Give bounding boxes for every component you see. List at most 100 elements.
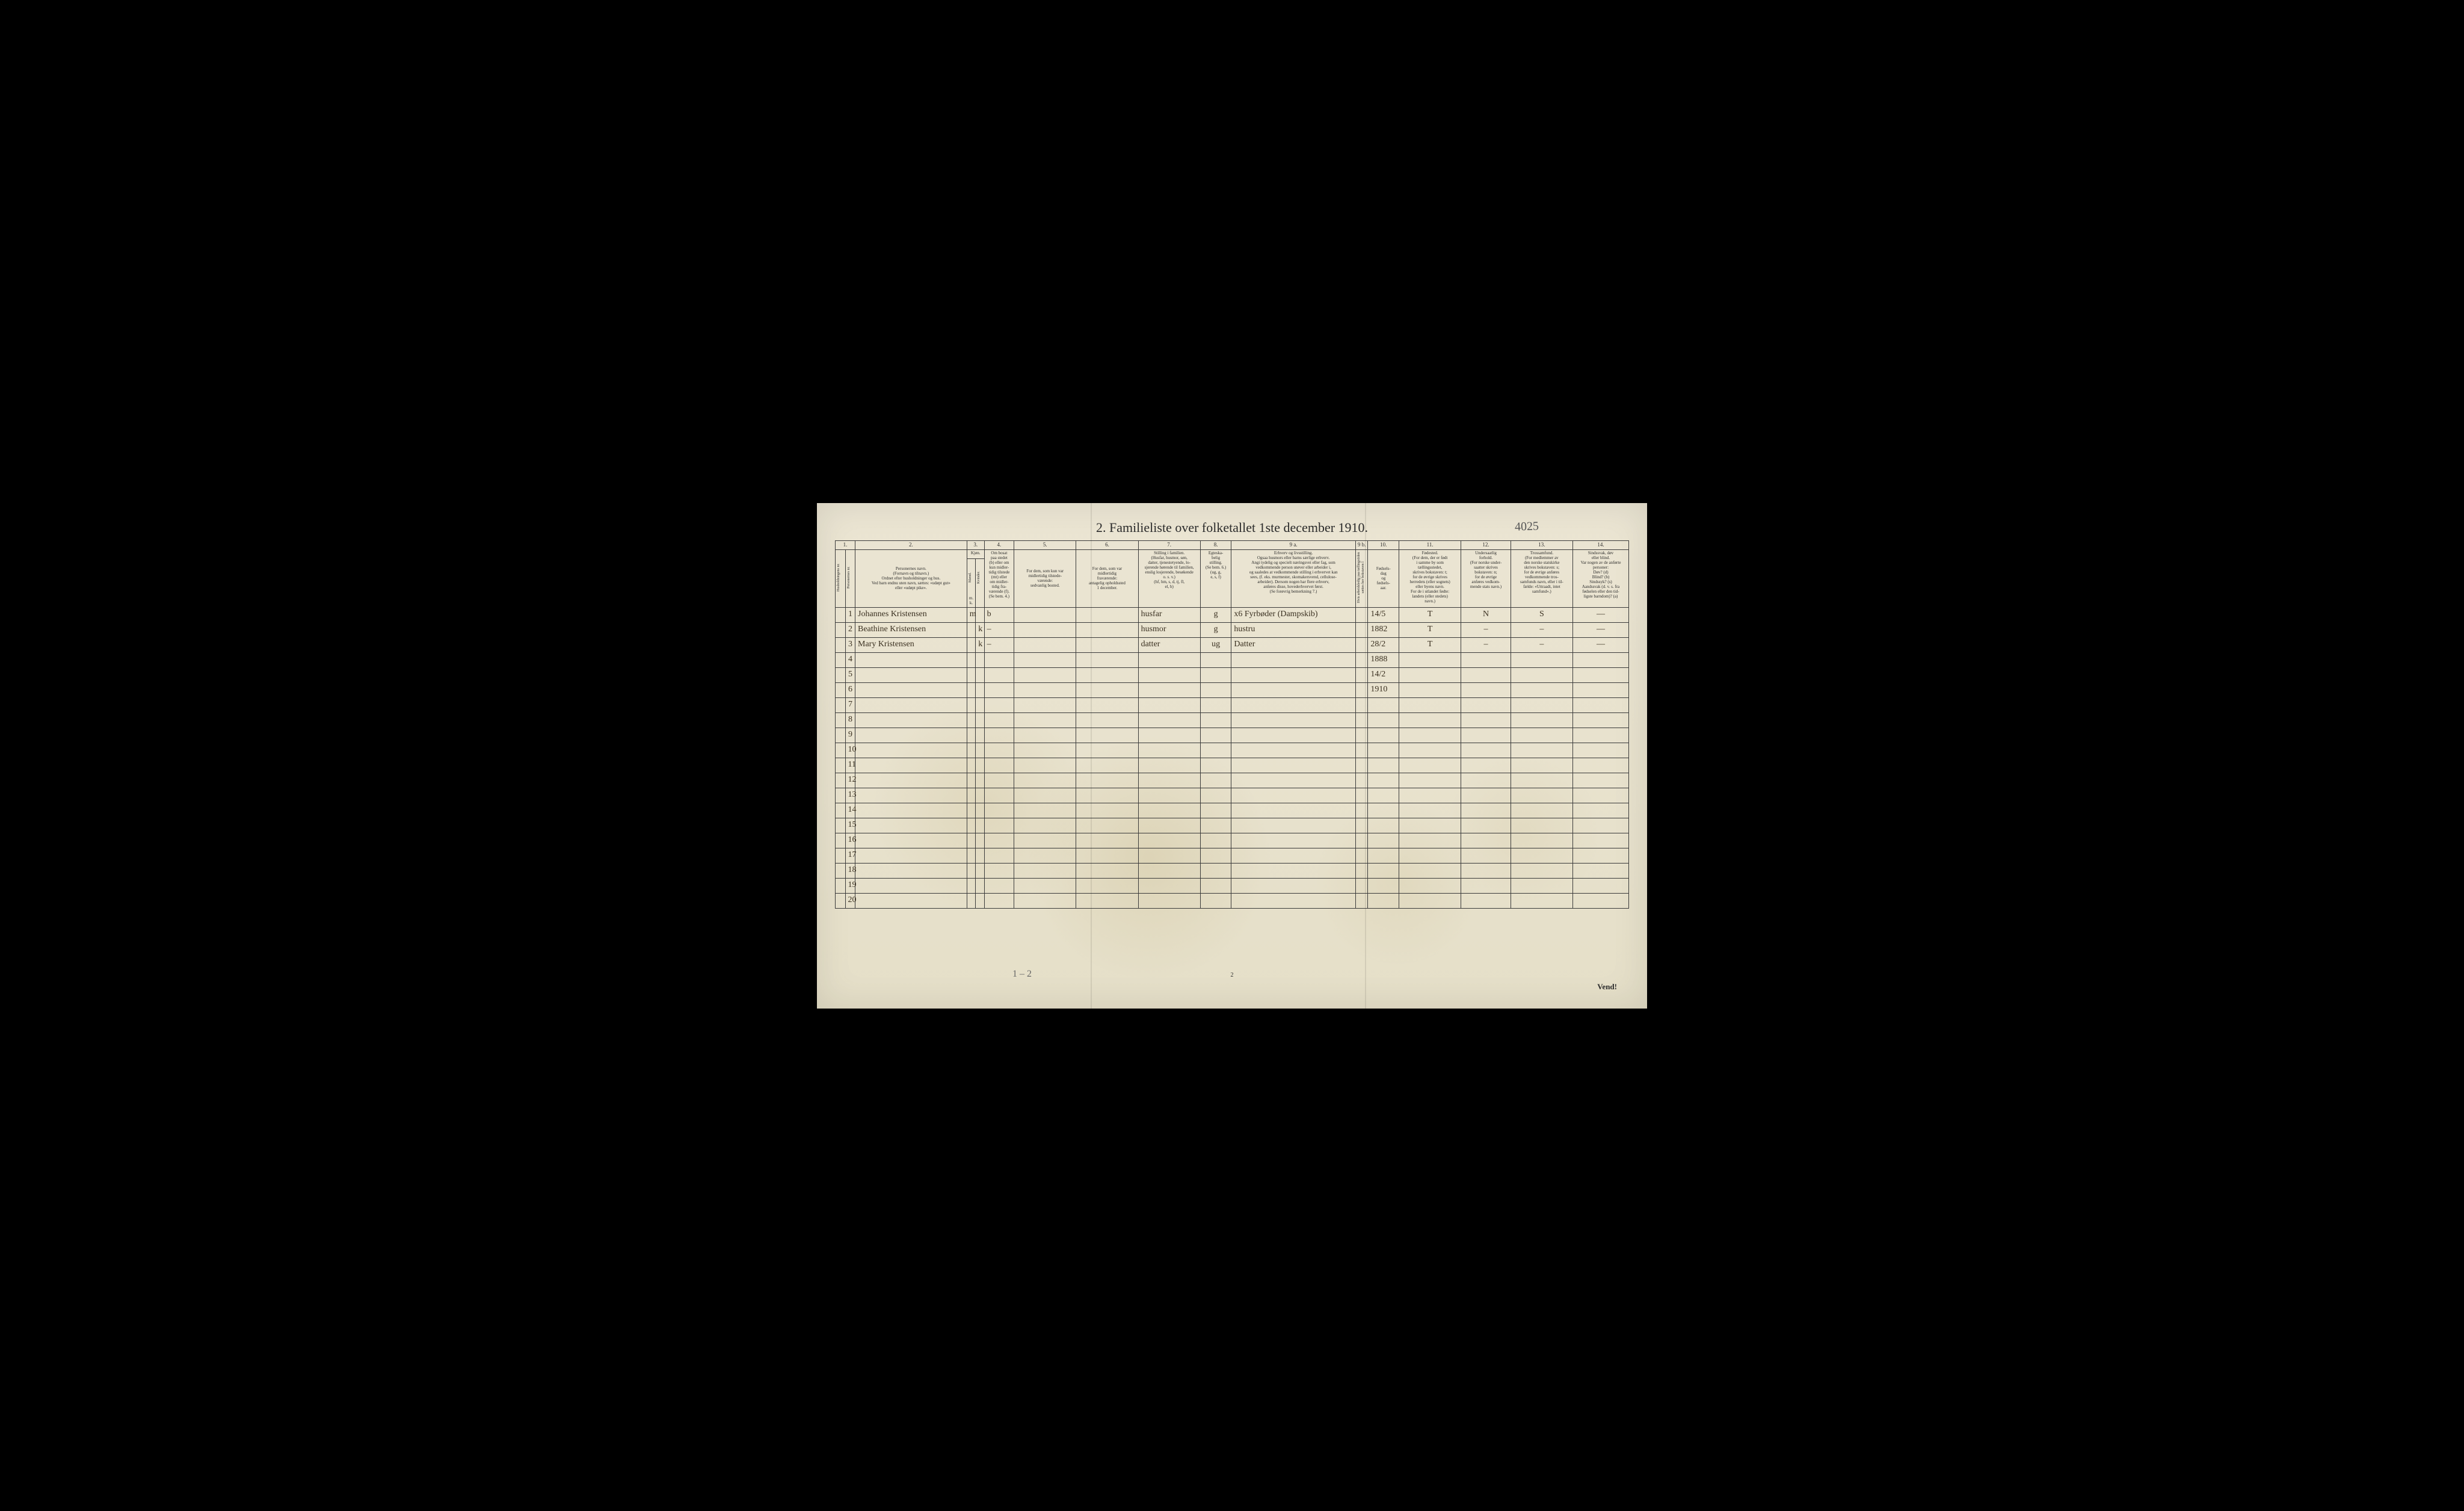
cell bbox=[1231, 682, 1355, 697]
cell bbox=[1399, 728, 1461, 743]
cell bbox=[1076, 803, 1138, 818]
cell bbox=[984, 788, 1014, 803]
cell: — bbox=[1572, 637, 1628, 652]
cell bbox=[1399, 863, 1461, 878]
cell bbox=[1511, 743, 1572, 758]
cell bbox=[1572, 818, 1628, 833]
cell: 8 bbox=[845, 712, 855, 728]
cell: 19 bbox=[845, 878, 855, 893]
col-num-9a: 9 a. bbox=[1231, 540, 1355, 549]
cell bbox=[984, 652, 1014, 667]
cell bbox=[1014, 818, 1076, 833]
cell: 12 bbox=[845, 773, 855, 788]
cell bbox=[1572, 803, 1628, 818]
cell bbox=[984, 758, 1014, 773]
cell bbox=[1138, 728, 1200, 743]
table-row: 2Beathine Kristensenk–husmorghustru1882T… bbox=[836, 622, 1629, 637]
cell: ug bbox=[1200, 637, 1231, 652]
cell bbox=[1461, 652, 1511, 667]
cell bbox=[984, 667, 1014, 682]
table-row: 11 bbox=[836, 758, 1629, 773]
cell: – bbox=[1461, 637, 1511, 652]
cell bbox=[855, 667, 967, 682]
table-row: 20 bbox=[836, 893, 1629, 908]
cell bbox=[1231, 652, 1355, 667]
cell bbox=[1368, 863, 1399, 878]
cell bbox=[855, 878, 967, 893]
cell bbox=[984, 833, 1014, 848]
cell bbox=[976, 893, 984, 908]
cell bbox=[1200, 878, 1231, 893]
cell bbox=[1368, 743, 1399, 758]
cell: 4 bbox=[845, 652, 855, 667]
cell bbox=[1014, 667, 1076, 682]
cell: N bbox=[1461, 607, 1511, 622]
cell bbox=[1231, 743, 1355, 758]
cell bbox=[1461, 818, 1511, 833]
table-row: 61910 bbox=[836, 682, 1629, 697]
cell bbox=[1014, 743, 1076, 758]
cell bbox=[1355, 728, 1368, 743]
cell bbox=[836, 682, 846, 697]
cell: husmor bbox=[1138, 622, 1200, 637]
cell bbox=[1076, 728, 1138, 743]
cell bbox=[836, 803, 846, 818]
cell bbox=[976, 652, 984, 667]
cell bbox=[1572, 833, 1628, 848]
cell bbox=[1399, 682, 1461, 697]
cell bbox=[1231, 848, 1355, 863]
cell bbox=[836, 773, 846, 788]
cell: k bbox=[976, 637, 984, 652]
header-kvinder: Kvinder. bbox=[976, 558, 984, 607]
cell bbox=[984, 893, 1014, 908]
cell bbox=[1200, 728, 1231, 743]
cell bbox=[976, 803, 984, 818]
cell: – bbox=[984, 637, 1014, 652]
cell bbox=[1076, 682, 1138, 697]
cell bbox=[1231, 863, 1355, 878]
cell bbox=[1355, 848, 1368, 863]
cell: 15 bbox=[845, 818, 855, 833]
cell bbox=[1368, 893, 1399, 908]
cell bbox=[1138, 758, 1200, 773]
cell bbox=[967, 803, 975, 818]
cell bbox=[1355, 893, 1368, 908]
cell bbox=[1572, 712, 1628, 728]
cell bbox=[1138, 863, 1200, 878]
cell bbox=[967, 743, 975, 758]
table-row: 19 bbox=[836, 878, 1629, 893]
cell bbox=[836, 833, 846, 848]
header-trossamfund: Trossamfund. (For medlemmer av den norsk… bbox=[1511, 549, 1572, 607]
header-household-nr: Husholdningens nr. bbox=[836, 549, 846, 607]
cell: T bbox=[1399, 622, 1461, 637]
col-num-9b: 9 b. bbox=[1355, 540, 1368, 549]
cell bbox=[984, 878, 1014, 893]
cell bbox=[1014, 697, 1076, 712]
cell bbox=[1355, 803, 1368, 818]
cell bbox=[1461, 758, 1511, 773]
cell bbox=[1368, 818, 1399, 833]
fold-line-1 bbox=[1091, 503, 1092, 1009]
cell bbox=[1014, 712, 1076, 728]
col-num-5: 5. bbox=[1014, 540, 1076, 549]
header-sindssvak: Sindssvak, døv eller blind. Var nogen av… bbox=[1572, 549, 1628, 607]
cell bbox=[1399, 818, 1461, 833]
cell bbox=[1511, 712, 1572, 728]
cell bbox=[836, 607, 846, 622]
cell bbox=[1461, 667, 1511, 682]
cell bbox=[836, 743, 846, 758]
cell bbox=[1138, 803, 1200, 818]
cell bbox=[1461, 878, 1511, 893]
cell bbox=[1231, 833, 1355, 848]
cell bbox=[1461, 697, 1511, 712]
cell bbox=[976, 878, 984, 893]
cell bbox=[1200, 712, 1231, 728]
cell bbox=[1355, 863, 1368, 878]
cell bbox=[1511, 652, 1572, 667]
cell bbox=[1076, 697, 1138, 712]
cell bbox=[1355, 652, 1368, 667]
cell bbox=[1200, 848, 1231, 863]
header-fodsel: Fødsels- dag og fødsels- aar. bbox=[1368, 549, 1399, 607]
cell bbox=[855, 728, 967, 743]
cell bbox=[1399, 788, 1461, 803]
